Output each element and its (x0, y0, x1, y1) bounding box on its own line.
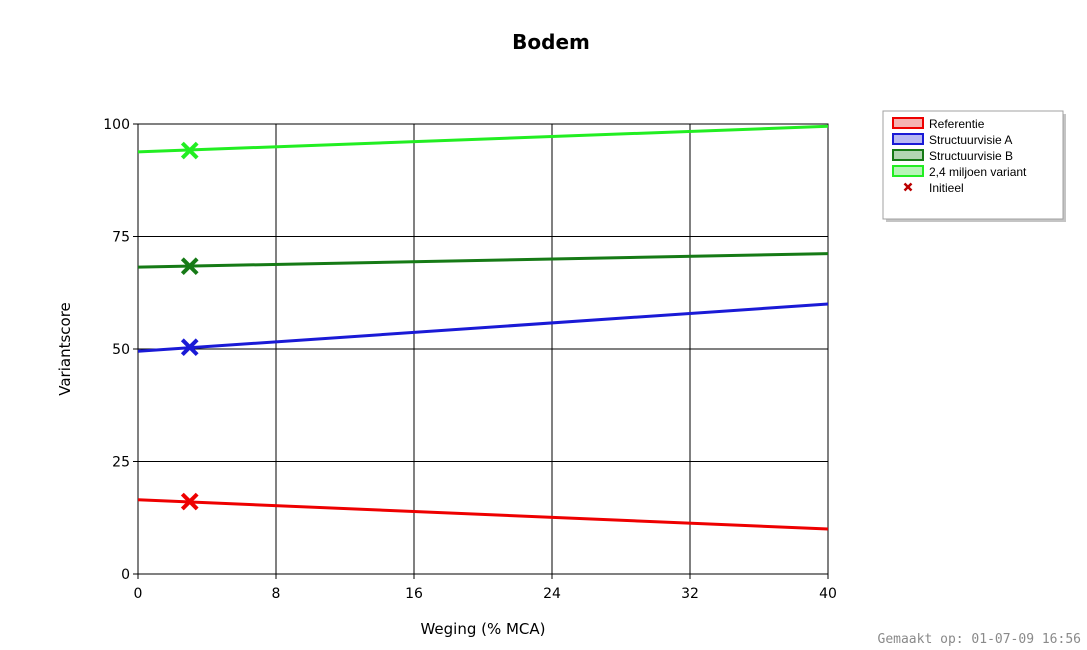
y-axis-label: Variantscore (56, 302, 74, 396)
x-tick-label: 8 (272, 586, 281, 602)
y-tick-label: 50 (112, 342, 130, 358)
y-tick-label: 100 (103, 117, 130, 133)
legend-swatch (892, 117, 924, 129)
series-line-referentie (137, 498, 829, 531)
chart-title: Bodem (512, 30, 590, 54)
initial-marker (180, 338, 199, 357)
legend-label: Initieel (929, 181, 964, 195)
initial-marker (180, 257, 199, 276)
legend-label: Structuurvisie A (929, 133, 1012, 147)
legend-label: Structuurvisie B (929, 149, 1013, 163)
legend-swatch (892, 165, 924, 177)
legend-items: Referentie Structuurvisie A Structuurvisie… (892, 117, 1027, 195)
x-axis-ticks: 0 8 16 24 32 40 (134, 574, 837, 602)
x-tick-label: 0 (134, 586, 143, 602)
y-axis-ticks: 0 25 50 75 100 (103, 117, 138, 583)
legend-marker-icon (903, 182, 913, 192)
initial-marker (180, 141, 199, 160)
legend-swatch (892, 133, 924, 145)
x-axis-label: Weging (% MCA) (420, 620, 545, 638)
series-line-structuurvisie-a (137, 302, 829, 353)
initial-markers (180, 141, 199, 511)
legend-swatch (892, 149, 924, 161)
legend-label: Referentie (929, 117, 985, 131)
x-tick-label: 24 (543, 586, 561, 602)
x-tick-label: 40 (819, 586, 837, 602)
series-lines (137, 124, 829, 531)
y-tick-label: 25 (112, 455, 130, 471)
footer-timestamp: Gemaakt op: 01-07-09 16:56 (878, 632, 1082, 647)
series-line-2-4-miljoen-variant (137, 124, 829, 154)
grid (137, 123, 829, 575)
y-tick-label: 0 (121, 567, 130, 583)
legend-label: 2,4 miljoen variant (929, 165, 1027, 179)
legend: Referentie Structuurvisie A Structuurvisie… (882, 110, 1066, 222)
x-tick-label: 32 (681, 586, 699, 602)
series-line-structuurvisie-b (137, 252, 829, 269)
y-tick-label: 75 (112, 230, 130, 246)
x-tick-label: 16 (405, 586, 423, 602)
initial-marker (180, 492, 199, 511)
